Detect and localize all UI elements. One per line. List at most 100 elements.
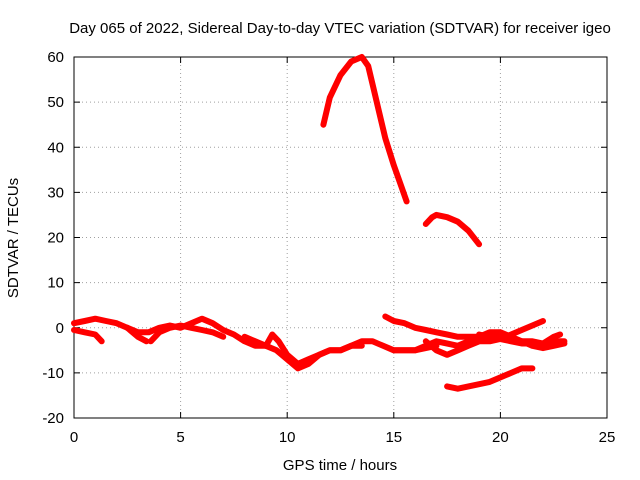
data-point xyxy=(167,325,173,331)
tick-layer: 0 5 10 15 20 25 -20 -10 0 10 20 30 40 50 60 xyxy=(42,49,615,446)
y-tick-label: 10 xyxy=(47,275,64,292)
data-point xyxy=(320,122,326,128)
data-point xyxy=(327,347,333,353)
data-point xyxy=(508,338,514,344)
data-point xyxy=(433,338,439,344)
series-arc-11 xyxy=(444,365,536,392)
data-point xyxy=(103,318,109,324)
data-point xyxy=(263,343,269,349)
data-point xyxy=(338,72,343,78)
data-point xyxy=(412,347,418,353)
data-point xyxy=(551,343,557,349)
data-point xyxy=(210,320,216,326)
data-point xyxy=(92,316,98,322)
data-point xyxy=(348,343,354,349)
data-point xyxy=(519,365,525,371)
data-point xyxy=(476,332,482,337)
data-point xyxy=(551,334,557,340)
data-point xyxy=(433,329,439,335)
data-point xyxy=(274,347,279,353)
x-tick-label: 10 xyxy=(279,429,296,446)
data-point xyxy=(508,332,514,337)
data-point xyxy=(231,332,237,337)
data-point xyxy=(455,334,461,340)
data-point xyxy=(476,241,482,247)
data-point xyxy=(404,198,410,204)
data-point xyxy=(242,334,248,340)
data-point xyxy=(540,318,546,324)
plot-frame xyxy=(73,56,608,419)
data-point xyxy=(402,320,407,326)
data-point xyxy=(397,180,403,186)
y-tick-label: 50 xyxy=(47,94,64,111)
data-point xyxy=(465,383,471,389)
data-point xyxy=(156,329,162,335)
series-arc-2 xyxy=(71,327,105,345)
data-point xyxy=(220,334,226,340)
data-point xyxy=(519,341,525,346)
data-point xyxy=(561,341,567,346)
data-point xyxy=(540,341,546,346)
y-axis-label: SDTVAR / TECUs xyxy=(5,178,22,298)
data-point xyxy=(370,81,375,87)
data-point xyxy=(92,332,98,337)
data-point xyxy=(316,352,322,358)
data-point xyxy=(124,325,130,331)
data-point xyxy=(382,135,388,141)
data-point xyxy=(284,356,290,362)
grid-layer xyxy=(74,57,607,418)
data-point xyxy=(444,352,450,358)
data-point xyxy=(497,374,503,380)
data-point xyxy=(188,325,194,331)
data-point xyxy=(412,325,418,331)
data-point xyxy=(476,381,482,387)
series-arc-5 xyxy=(241,333,365,372)
y-tick-label: 60 xyxy=(47,49,64,66)
data-point xyxy=(71,327,77,333)
data-point xyxy=(359,343,365,349)
data-point xyxy=(465,343,471,349)
y-tick-label: -20 xyxy=(42,410,64,427)
data-point xyxy=(199,327,205,333)
data-point xyxy=(423,221,429,227)
data-point xyxy=(327,95,333,101)
data-point xyxy=(391,318,397,324)
x-axis-label: GPS time / hours xyxy=(283,457,397,474)
data-point xyxy=(455,386,461,392)
data-point xyxy=(269,332,275,337)
y-tick-label: -10 xyxy=(42,365,64,382)
x-tick-label: 25 xyxy=(599,429,616,446)
data-point xyxy=(487,379,493,385)
y-tick-label: 0 xyxy=(56,320,64,337)
x-tick-label: 5 xyxy=(176,429,184,446)
data-point xyxy=(348,59,354,64)
data-point xyxy=(423,338,429,344)
y-tick-label: 40 xyxy=(47,139,64,156)
data-point xyxy=(433,347,439,353)
data-point xyxy=(338,347,343,353)
data-point xyxy=(148,338,154,344)
data-point xyxy=(444,214,450,220)
data-point xyxy=(359,338,365,344)
y-tick-label: 30 xyxy=(47,184,64,201)
data-point xyxy=(380,343,386,349)
data-point xyxy=(519,327,525,333)
data-point xyxy=(99,338,105,344)
data-point xyxy=(276,338,282,344)
chart-title: Day 065 of 2022, Sidereal Day-to-day VTE… xyxy=(69,20,611,37)
data-point xyxy=(146,329,152,335)
x-tick-label: 15 xyxy=(385,429,402,446)
data-point xyxy=(295,365,301,371)
data-point xyxy=(540,345,546,351)
data-point xyxy=(429,214,435,220)
data-point xyxy=(188,320,194,326)
data-point xyxy=(135,334,141,340)
series-arc-6 xyxy=(320,54,410,205)
data-point xyxy=(114,320,120,326)
data-point xyxy=(455,347,461,353)
data-point xyxy=(529,323,535,328)
data-point xyxy=(423,327,429,333)
series-layer xyxy=(71,54,568,392)
data-point xyxy=(391,162,397,168)
data-point xyxy=(455,219,461,225)
